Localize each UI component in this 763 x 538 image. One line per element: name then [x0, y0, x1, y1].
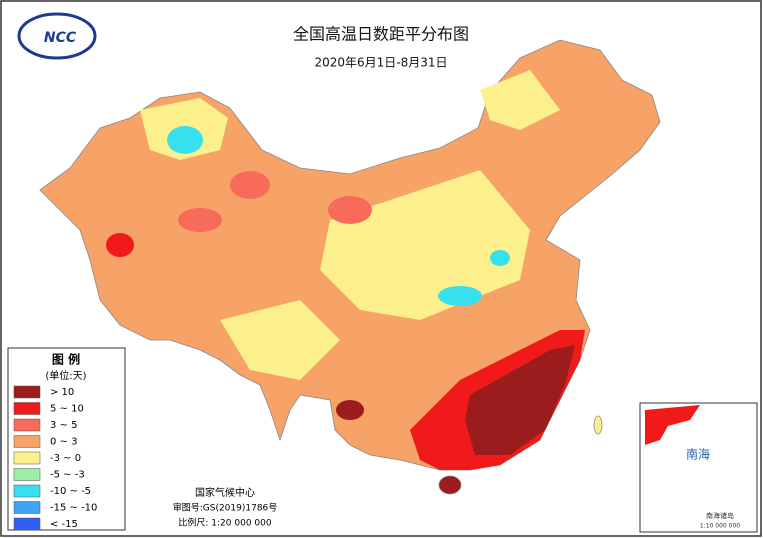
- hot-spot: [178, 208, 222, 232]
- cool-zone: [480, 70, 560, 130]
- cool-zone: [320, 170, 530, 320]
- hot-spot: [328, 196, 372, 224]
- cold-spot: [490, 250, 510, 266]
- inset-caption: 南海诸岛: [706, 511, 734, 520]
- cold-spot: [438, 286, 482, 306]
- legend-swatch: [13, 385, 41, 399]
- hot-spot: [106, 233, 134, 257]
- cold-spot: [167, 126, 203, 154]
- inset-label: 南海: [686, 447, 710, 462]
- legend-swatch: [13, 435, 41, 448]
- china-map: [39, 39, 661, 495]
- hot-spot: [336, 400, 364, 420]
- logo-text: NCC: [44, 30, 77, 46]
- logo-ring: [17, 12, 97, 60]
- legend-label: 3 ~ 5: [50, 420, 77, 431]
- legend-unit: (单位:天): [45, 369, 86, 382]
- logo: NCC: [17, 12, 97, 60]
- inset: 南海 南海诸岛 1:10 000 000: [639, 402, 758, 533]
- island: [438, 475, 462, 495]
- legend-swatch: [13, 451, 41, 465]
- legend-swatch: [13, 501, 41, 514]
- legend-label: -3 ~ 0: [50, 453, 81, 464]
- legend-swatch: [13, 418, 41, 432]
- legend-swatch: [13, 402, 41, 415]
- legend-swatch: [13, 484, 41, 498]
- legend-label: -15 ~ -10: [50, 503, 97, 514]
- inset-scale: 1:10 000 000: [700, 523, 740, 530]
- legend-label: -10 ~ -5: [50, 486, 91, 497]
- very-hot-zone: [465, 345, 575, 455]
- legend-label: 5 ~ 10: [50, 404, 84, 415]
- legend-swatch: [13, 517, 41, 531]
- title: 全国高温日数距平分布图: [293, 25, 469, 44]
- legend-label: < -15: [50, 519, 78, 530]
- footer-agency: 国家气候中心: [195, 486, 255, 499]
- footer-approval: 审图号:GS(2019)1786号: [173, 502, 278, 514]
- legend-label: 0 ~ 3: [50, 437, 77, 448]
- footer-scale: 比例尺: 1:20 000 000: [178, 517, 271, 529]
- cool-zone: [220, 300, 340, 380]
- legend-swatch: [13, 468, 41, 481]
- inset-land: [645, 405, 700, 445]
- legend-title: 图 例: [52, 352, 80, 367]
- hot-spot: [230, 171, 270, 199]
- legend: 图 例 (单位:天) > 10 5 ~ 10 3 ~ 5 0 ~ 3 -3 ~ 0 -5 …: [7, 347, 126, 531]
- legend-label: > 10: [50, 387, 74, 398]
- legend-label: -5 ~ -3: [50, 470, 85, 481]
- subtitle: 2020年6月1日-8月31日: [314, 56, 447, 70]
- island: [593, 415, 603, 435]
